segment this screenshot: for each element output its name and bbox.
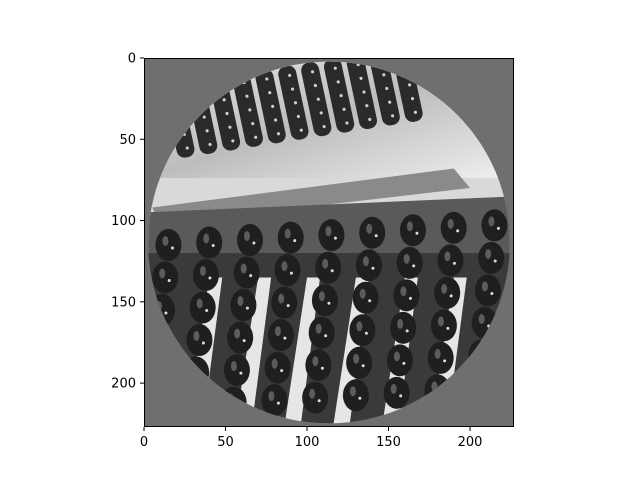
bottle-lower [264,351,291,384]
y-tick-label: 200 [111,377,136,392]
bottle-lower [274,254,301,287]
bottle-lower [230,289,257,322]
bottle-lower [261,384,288,417]
bottle-lower [315,251,342,284]
bottle-lower [352,281,379,314]
bottle-lower [227,321,254,354]
bottle-lower [302,381,329,414]
bottle-lower [437,244,464,277]
x-tick-label: 100 [295,435,320,450]
x-tick-label: 150 [376,435,401,450]
bottle-lower [393,279,420,312]
bottle-lower [349,314,376,347]
bottle-lower [308,316,335,349]
y-tick-label: 50 [119,133,136,148]
image-photo [148,61,510,424]
bottle-lower [236,224,263,257]
bottle-lower [155,228,182,261]
bottle-upper [346,61,378,130]
bottle-lower [271,286,298,319]
bottle-lower [277,221,304,254]
bottle-lower [434,276,461,309]
rack-board-lower [235,277,272,424]
rack-board-lower [284,277,321,424]
x-tick-label: 200 [458,435,483,450]
bottle-lower [481,209,508,242]
y-axis-ticks: 0 50 100 150 200 [111,52,144,392]
bottle-lower [318,219,345,252]
axes-frame [144,58,514,427]
y-tick-label: 100 [111,214,136,229]
bottle-lower [223,354,250,387]
bottle-upper [278,65,309,140]
bottle-lower [399,214,426,247]
axes: 0 50 100 150 200 0 50 100 150 200 [111,52,514,450]
bottle-lower [383,376,410,409]
bottle-lower [474,274,501,307]
x-tick-label: 0 [140,435,148,450]
y-tick-label: 150 [111,295,136,310]
bottle-lower [346,346,373,379]
bottle-lower [390,311,417,344]
bottle-lower [386,344,413,377]
x-axis-ticks: 0 50 100 150 200 [140,427,483,450]
bottle-lower [152,261,179,294]
x-tick-label: 50 [217,435,234,450]
y-tick-label: 0 [128,52,136,67]
bottle-upper [232,72,263,147]
bottle-upper [255,69,286,144]
bottle-lower [267,319,294,352]
bottle-lower [440,211,467,244]
bottle-lower [342,379,369,412]
bottle-lower [196,226,223,259]
bottle-lower [186,324,213,357]
bottle-lower [192,259,219,292]
bottle-upper [323,61,355,133]
bottle-lower [359,216,386,249]
bottle-lower [427,341,454,374]
bottle-lower [478,241,505,274]
bottle-lower [430,309,457,342]
bottle-lower [396,246,423,279]
bottle-lower [305,349,332,382]
bottle-lower [189,291,216,324]
bottle-upper [301,62,332,137]
bottle-lower [311,284,338,317]
bottle-lower [355,249,382,282]
bottle-lower [233,256,260,289]
